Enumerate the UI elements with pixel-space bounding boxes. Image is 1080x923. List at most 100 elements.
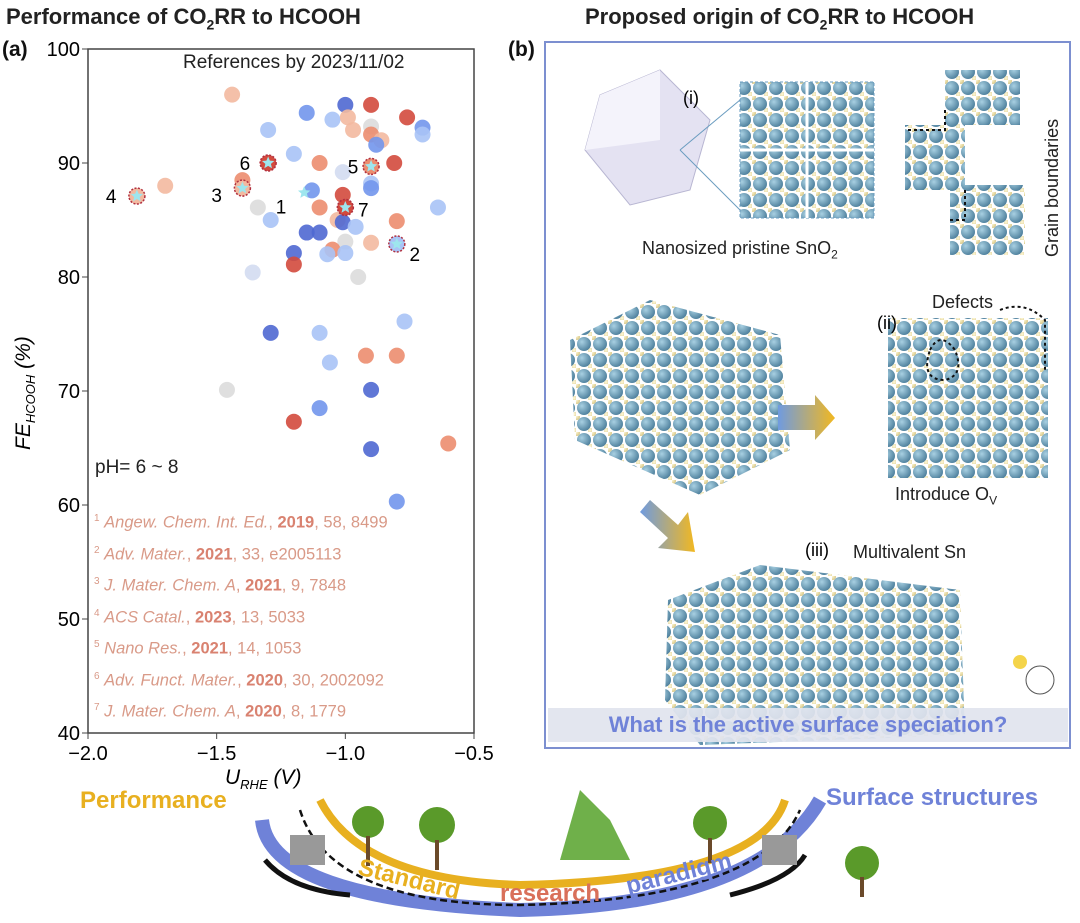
- ref-year: 2020: [245, 702, 282, 721]
- panel-a-label: (a): [2, 38, 28, 61]
- data-point: [396, 313, 413, 330]
- y-tick-label: 100: [47, 39, 80, 61]
- ref-rest: , 13, 5033: [231, 608, 306, 626]
- ref-year: 2021: [191, 639, 229, 658]
- panel-b-title: Proposed origin of CO2RR to HCOOH: [585, 4, 974, 32]
- y-tick-label: 40: [58, 723, 80, 745]
- data-point: [303, 182, 320, 199]
- label-iii: (iii): [805, 540, 829, 560]
- data-point: [414, 126, 431, 143]
- grain-boundaries-lattice: [905, 70, 1025, 255]
- zoom-line: [679, 149, 741, 211]
- ref-num: 5: [94, 639, 100, 650]
- data-point: [350, 269, 367, 285]
- reference-number-label: 6: [240, 154, 251, 175]
- data-point: [363, 180, 380, 197]
- mountain-waterfall-icon: [560, 790, 630, 860]
- star-icon: [364, 159, 378, 172]
- data-point: [339, 109, 356, 126]
- defects-label: Defects: [932, 292, 994, 312]
- x-axis-label: URHE (V): [225, 766, 301, 792]
- ref-rest: , 58, 8499: [314, 513, 388, 532]
- ref-num: 2: [94, 544, 100, 556]
- introduce-ov-label: Introduce OV: [895, 484, 997, 508]
- research-paradigm-road: [255, 790, 879, 918]
- ph-annotation: pH= 6 ~ 8: [95, 457, 179, 478]
- ref-journal: Nano Res.: [104, 639, 183, 658]
- pristine-sub: 2: [831, 247, 838, 262]
- data-point: [388, 347, 405, 364]
- bulk-lattice: [570, 300, 790, 495]
- panel-b-frame: [544, 41, 1071, 749]
- zoom-line: [679, 99, 741, 151]
- y-tick-label: 70: [58, 381, 80, 403]
- panel-b-label: (b): [508, 38, 535, 61]
- question-banner: What is the active surface speciation?: [548, 708, 1068, 742]
- data-point: [337, 96, 354, 113]
- arrow-right-icon: [778, 395, 835, 440]
- label-ii: (ii): [877, 313, 897, 333]
- data-point: [249, 199, 266, 216]
- tree-icon: [419, 807, 455, 870]
- data-point: [345, 121, 362, 138]
- data-point: [363, 96, 380, 113]
- data-point: [363, 381, 380, 398]
- data-point: [262, 324, 279, 341]
- ref-num: 1: [94, 513, 100, 524]
- data-point: [399, 109, 416, 126]
- data-point: [363, 441, 380, 458]
- data-point: [347, 218, 364, 235]
- reference-item: 6 Adv. Funct. Mater., 2020, 30, 2002092: [94, 670, 384, 690]
- thinking-person-icon: [1013, 655, 1055, 695]
- ref-num: 3: [94, 576, 100, 587]
- data-point: [260, 121, 277, 138]
- y-tick-label: 90: [58, 153, 80, 175]
- introduce-text: Introduce O: [895, 484, 990, 504]
- tree-icon: [693, 806, 727, 863]
- ref-rest: , 14, 1053: [228, 639, 302, 658]
- ref-year: 2021: [195, 545, 233, 563]
- star-icon: [236, 181, 249, 194]
- data-point: [157, 177, 174, 194]
- star-icon: [390, 237, 403, 250]
- grain-boundaries-label: Grain boundaries: [1042, 118, 1062, 257]
- data-point: [321, 354, 338, 371]
- data-point: [368, 136, 385, 153]
- title-sub: 2: [819, 16, 828, 33]
- ref-year: 2021: [245, 576, 282, 595]
- scatter-chart: −2.0 −1.5 −1.0 −0.5 40 50 60 70 80 90 100 1 2 3 4 5 6 7: [47, 39, 494, 765]
- data-point: [244, 264, 261, 281]
- data-point: [388, 493, 405, 510]
- introduce-sub: V: [989, 493, 998, 508]
- data-point: [311, 324, 328, 341]
- data-point: [334, 164, 351, 181]
- title-sub: 2: [206, 16, 215, 33]
- data-point: [357, 347, 374, 364]
- arrow-down-icon: [640, 500, 695, 552]
- reference-item: 3 J. Mater. Chem. A, 2021, 9, 7848: [94, 576, 347, 595]
- data-point: [429, 199, 446, 216]
- data-point: [298, 224, 315, 241]
- data-point: [311, 155, 328, 171]
- data-point: [319, 246, 336, 263]
- ref-num: 6: [94, 670, 100, 682]
- ref-num: 4: [94, 607, 100, 619]
- title-end: RR to HCOOH: [827, 4, 975, 29]
- reference-item: 7 J. Mater. Chem. A, 2020, 8, 1779: [94, 702, 347, 721]
- data-point: [334, 214, 351, 231]
- data-point: [337, 245, 354, 262]
- pristine-label: Nanosized pristine SnO2: [642, 238, 838, 262]
- reference-number-label: 1: [276, 197, 287, 218]
- reference-number-label: 3: [211, 186, 222, 207]
- ref-year: 2023: [194, 608, 232, 626]
- ref-rest: , 30, 2002092: [283, 671, 384, 689]
- data-point: [388, 213, 405, 230]
- data-point: [298, 104, 315, 121]
- word-research: research: [500, 880, 601, 907]
- ref-rest: , 8, 1779: [281, 702, 347, 721]
- data-point: [311, 400, 328, 417]
- x-label-unit: (V): [267, 766, 302, 789]
- reference-item: 4 ACS Catal., 2023, 13, 5033: [94, 607, 306, 627]
